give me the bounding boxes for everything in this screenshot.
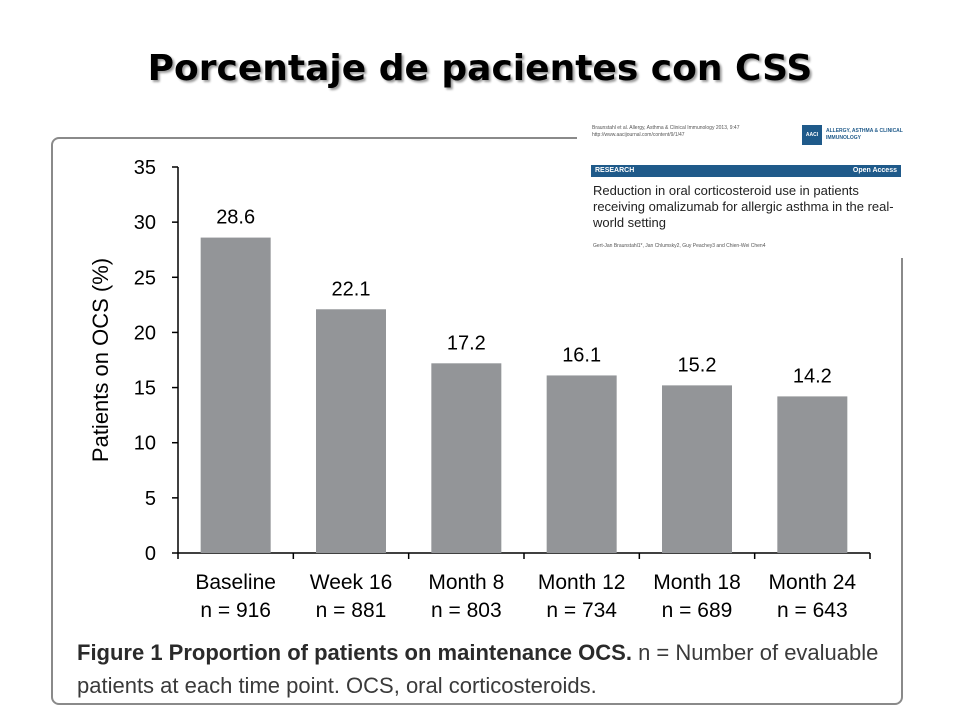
slide-title: Porcentaje de pacientes con CSS [147,48,813,89]
bar-value-label: 15.2 [678,354,717,376]
journal-name: ALLERGY, ASTHMA & CLINICAL IMMUNOLOGY [826,128,903,141]
citation-text: Braunstahl et al. Allergy, Asthma & Clin… [592,125,740,131]
figure-caption: Figure 1 Proportion of patients on maint… [77,636,897,702]
bar-value-label: 17.2 [447,332,486,354]
bar [316,309,386,553]
y-axis-title: Patients on OCS (%) [88,258,113,462]
x-category-label: Month 8 [428,571,504,594]
paper-header-inset: Braunstahl et al. Allergy, Asthma & Clin… [577,113,907,258]
y-tick-label: 10 [134,433,156,455]
bar-value-label: 22.1 [332,278,371,300]
section-bar: RESEARCH Open Access [591,165,901,177]
x-category-label: Week 16 [310,571,393,594]
y-tick-label: 15 [134,378,156,400]
bar-value-label: 14.2 [793,365,832,387]
caption-text: n = Number of evaluable patients at each… [77,640,879,698]
y-tick-label: 5 [145,488,156,510]
y-tick-label: 35 [134,157,156,179]
paper-citation: Braunstahl et al. Allergy, Asthma & Clin… [592,125,792,139]
journal-brand: AACI ALLERGY, ASTHMA & CLINICAL IMMUNOLO… [802,125,906,145]
x-sample-size-label: n = 881 [316,599,387,622]
x-sample-size-label: n = 734 [546,599,617,622]
section-label: RESEARCH [595,167,635,174]
bar [777,396,848,553]
y-tick-label: 20 [134,322,156,344]
x-category-label: Baseline [195,571,276,594]
figure-frame [51,137,903,705]
journal-logo: AACI [802,125,822,145]
bar [546,375,617,553]
x-category-label: Month 18 [653,571,741,594]
bar-value-label: 16.1 [562,344,601,366]
x-sample-size-label: n = 643 [777,599,848,622]
y-tick-label: 0 [145,543,156,565]
x-sample-size-label: n = 916 [200,599,271,622]
bar [431,363,502,553]
bar [662,385,732,553]
x-category-label: Month 24 [769,571,857,594]
x-sample-size-label: n = 803 [431,599,502,622]
paper-title: Reduction in oral corticosteroid use in … [593,183,894,230]
y-tick-label: 25 [134,267,156,289]
paper-authors: Gert-Jan Braunstahl1*, Jan Chlumsky2, Gu… [593,243,766,249]
y-tick-label: 30 [134,212,156,234]
bar [200,237,271,553]
access-label: Open Access [852,167,897,174]
bar-value-label: 28.6 [216,207,255,229]
caption-title: Figure 1 Proportion of patients on maint… [77,640,632,665]
citation-url: http://www.aacijournal.com/content/9/1/4… [592,132,685,138]
x-category-label: Month 12 [538,571,626,594]
x-sample-size-label: n = 689 [662,599,733,622]
